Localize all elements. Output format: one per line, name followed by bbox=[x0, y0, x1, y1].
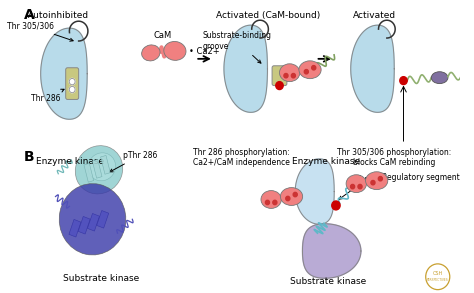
Circle shape bbox=[304, 69, 309, 74]
Circle shape bbox=[351, 184, 355, 189]
Text: CSH: CSH bbox=[433, 271, 443, 276]
Circle shape bbox=[292, 74, 295, 78]
Circle shape bbox=[332, 201, 340, 210]
Text: Substrate-binding
groove: Substrate-binding groove bbox=[203, 31, 272, 63]
Text: CaM: CaM bbox=[154, 31, 172, 40]
Circle shape bbox=[69, 79, 75, 85]
Circle shape bbox=[286, 196, 290, 201]
Text: • Ca2+: • Ca2+ bbox=[189, 47, 220, 56]
Circle shape bbox=[312, 66, 316, 70]
Text: Thr 305/306 phosphorylation:
blocks CaM rebinding: Thr 305/306 phosphorylation: blocks CaM … bbox=[337, 148, 451, 167]
Ellipse shape bbox=[346, 175, 366, 193]
Text: B: B bbox=[24, 150, 35, 164]
Text: PERSPECTIVES: PERSPECTIVES bbox=[427, 278, 448, 282]
Circle shape bbox=[284, 74, 288, 78]
Ellipse shape bbox=[88, 153, 116, 181]
Text: Thr 286 phosphorylation:
Ca2+/CaM independence: Thr 286 phosphorylation: Ca2+/CaM indepe… bbox=[193, 148, 290, 167]
Text: pThr 286: pThr 286 bbox=[339, 175, 384, 199]
Polygon shape bbox=[78, 217, 90, 234]
Circle shape bbox=[69, 86, 75, 93]
Ellipse shape bbox=[431, 72, 448, 84]
Ellipse shape bbox=[59, 184, 126, 255]
Circle shape bbox=[358, 184, 362, 189]
Text: Thr 305/306: Thr 305/306 bbox=[7, 22, 73, 41]
Circle shape bbox=[265, 200, 270, 205]
Text: A: A bbox=[24, 8, 35, 22]
Ellipse shape bbox=[261, 190, 282, 208]
Polygon shape bbox=[224, 25, 267, 112]
Polygon shape bbox=[84, 163, 94, 182]
Text: Regulatory segment: Regulatory segment bbox=[377, 173, 460, 185]
Text: Thr 286: Thr 286 bbox=[30, 89, 64, 103]
Text: Autoinhibited: Autoinhibited bbox=[28, 11, 89, 20]
Polygon shape bbox=[69, 219, 81, 237]
Polygon shape bbox=[295, 159, 334, 224]
Polygon shape bbox=[302, 224, 361, 278]
Polygon shape bbox=[97, 210, 109, 228]
Ellipse shape bbox=[75, 146, 123, 194]
Circle shape bbox=[378, 176, 383, 181]
Circle shape bbox=[371, 180, 375, 185]
Polygon shape bbox=[87, 214, 100, 231]
Circle shape bbox=[276, 82, 283, 90]
Text: pThr 286: pThr 286 bbox=[110, 151, 157, 172]
Text: Activated (CaM-bound): Activated (CaM-bound) bbox=[216, 11, 320, 20]
Ellipse shape bbox=[299, 61, 321, 79]
Ellipse shape bbox=[365, 172, 388, 190]
Polygon shape bbox=[92, 159, 102, 178]
Text: Activated: Activated bbox=[353, 11, 396, 20]
Text: Enzyme kinase: Enzyme kinase bbox=[292, 157, 360, 166]
Ellipse shape bbox=[280, 64, 300, 82]
FancyBboxPatch shape bbox=[272, 66, 287, 86]
Text: Enzyme kinase: Enzyme kinase bbox=[36, 157, 104, 166]
Ellipse shape bbox=[142, 45, 160, 61]
Circle shape bbox=[293, 193, 297, 197]
Ellipse shape bbox=[281, 188, 302, 205]
Text: Substrate kinase: Substrate kinase bbox=[63, 274, 139, 283]
Polygon shape bbox=[100, 156, 110, 174]
Circle shape bbox=[400, 77, 407, 85]
Polygon shape bbox=[351, 25, 394, 112]
FancyBboxPatch shape bbox=[66, 68, 79, 99]
Text: Substrate kinase: Substrate kinase bbox=[290, 277, 366, 286]
Ellipse shape bbox=[164, 42, 186, 60]
Polygon shape bbox=[41, 28, 87, 119]
Circle shape bbox=[273, 200, 277, 205]
